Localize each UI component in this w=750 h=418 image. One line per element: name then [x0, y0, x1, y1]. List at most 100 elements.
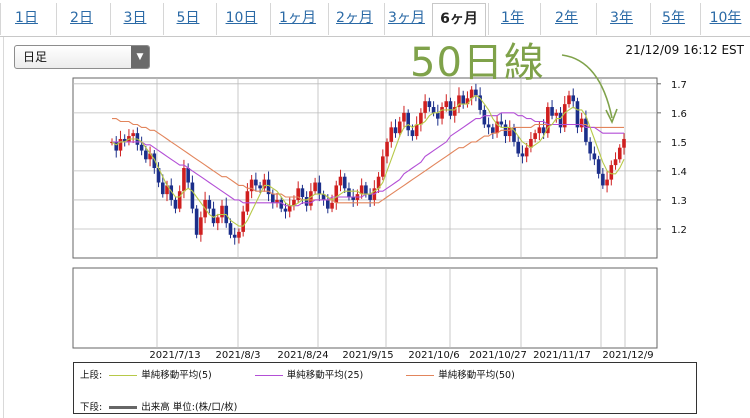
candle-body: [144, 150, 148, 160]
candle-body: [588, 141, 592, 154]
volume-panel: [72, 267, 658, 349]
candle-body: [444, 101, 449, 108]
candle-body: [114, 141, 119, 151]
timestamp: 21/12/09 16:12 EST: [625, 43, 744, 57]
candle-body: [436, 112, 440, 119]
candle-body: [173, 199, 178, 209]
candle-body: [533, 133, 537, 139]
candle-body: [431, 107, 436, 113]
candle-body: [139, 144, 144, 151]
candle-body: [486, 124, 491, 128]
candle-body: [368, 194, 372, 200]
candle-body: [571, 95, 576, 102]
annotation-arrow: [561, 54, 613, 119]
candle-body: [474, 89, 478, 96]
candle-body: [520, 153, 525, 157]
candle-body: [419, 112, 423, 125]
candle-body: [279, 199, 284, 209]
tab-7[interactable]: 3ヶ月: [384, 3, 428, 35]
candle-body: [406, 112, 410, 131]
tab-8[interactable]: 6ヶ月: [432, 3, 486, 37]
legend-label-sma25: 単純移動平均(25): [286, 370, 364, 381]
candle-body: [452, 107, 457, 116]
tab-1[interactable]: 2日: [56, 3, 106, 35]
legend-item-sma5: 単純移動平均(5): [105, 367, 212, 381]
candle-body: [207, 199, 212, 209]
candle-body: [448, 101, 453, 116]
x-tick-label: 2021/12/9: [602, 350, 653, 361]
legend-swatch-sma25: [254, 375, 283, 376]
tab-10[interactable]: 2年: [540, 3, 592, 35]
tab-11[interactable]: 3年: [596, 3, 646, 35]
candle-body: [512, 127, 516, 142]
candle-body: [592, 153, 597, 160]
candle-body: [270, 194, 275, 203]
candle-body: [245, 191, 250, 212]
candle-body: [478, 95, 482, 110]
candle-body: [309, 191, 313, 206]
price-panel: [72, 77, 658, 259]
candle-body: [262, 179, 267, 189]
candle-body: [258, 185, 262, 189]
candle-body: [617, 147, 622, 160]
legend-upper-row: 上段: 単純移動平均(5) 単純移動平均(25) 単純移動平均(50): [80, 367, 515, 381]
legend-swatch-sma5: [109, 375, 138, 376]
candle-body: [541, 127, 546, 134]
candle-body: [182, 168, 186, 192]
candle-body: [177, 191, 182, 209]
candle-body: [562, 104, 567, 128]
tab-6[interactable]: 2ヶ月: [328, 3, 380, 35]
candle-body: [118, 138, 123, 151]
candle-body: [351, 197, 355, 200]
x-tick-label: 2021/8/3: [216, 350, 261, 361]
candle-body: [347, 188, 351, 198]
tab-13[interactable]: 10年: [700, 3, 750, 35]
candle-body: [440, 107, 444, 119]
tab-2[interactable]: 3日: [110, 3, 159, 35]
candle-body: [410, 130, 415, 137]
candle-body: [317, 182, 322, 195]
candle-body: [165, 185, 169, 195]
tab-9[interactable]: 1年: [488, 3, 536, 35]
candle-body: [584, 118, 588, 142]
candle-body: [359, 185, 364, 195]
legend-upper-label: 上段:: [80, 370, 103, 381]
sma5-line: [111, 94, 625, 227]
chevron-down-icon[interactable]: ▼: [131, 46, 149, 68]
candle-body: [160, 182, 165, 195]
annotation-50day-line: 50日線: [410, 40, 545, 86]
candle-body: [287, 205, 292, 212]
candle-body: [613, 159, 618, 166]
legend-label-sma5: 単純移動平均(5): [141, 370, 212, 381]
candle-body: [567, 95, 571, 105]
tab-3[interactable]: 5日: [163, 3, 212, 35]
candle-body: [546, 107, 550, 134]
tab-4[interactable]: 10日: [216, 3, 266, 35]
tab-5[interactable]: 1ヶ月: [270, 3, 324, 35]
y-tick-label: 1.5: [671, 138, 687, 149]
candle-body: [241, 211, 245, 232]
candle-body: [601, 173, 605, 186]
candle-body: [495, 121, 499, 134]
candle-body: [482, 109, 487, 125]
candle-body: [491, 127, 495, 134]
candle-body: [529, 138, 533, 148]
candle-body: [148, 153, 152, 160]
candle-body: [461, 95, 466, 105]
tab-0[interactable]: 1日: [0, 3, 52, 35]
candle-body: [199, 217, 203, 235]
candle-body: [402, 112, 406, 122]
legend: 上段: 単純移動平均(5) 単純移動平均(25) 単純移動平均(50) 下段: …: [73, 362, 697, 414]
candle-body: [605, 179, 609, 186]
tab-12[interactable]: 5年: [650, 3, 696, 35]
period-select[interactable]: 日足 ▼: [14, 45, 150, 69]
legend-label-volume: 出来高 単位:(株/口/枚): [141, 402, 238, 413]
candle-body: [131, 133, 135, 137]
candle-body: [558, 112, 563, 128]
candle-body: [381, 156, 385, 177]
candle-body: [622, 138, 626, 148]
candle-body: [507, 127, 512, 137]
candle-body: [304, 197, 309, 206]
candle-body: [499, 121, 504, 125]
